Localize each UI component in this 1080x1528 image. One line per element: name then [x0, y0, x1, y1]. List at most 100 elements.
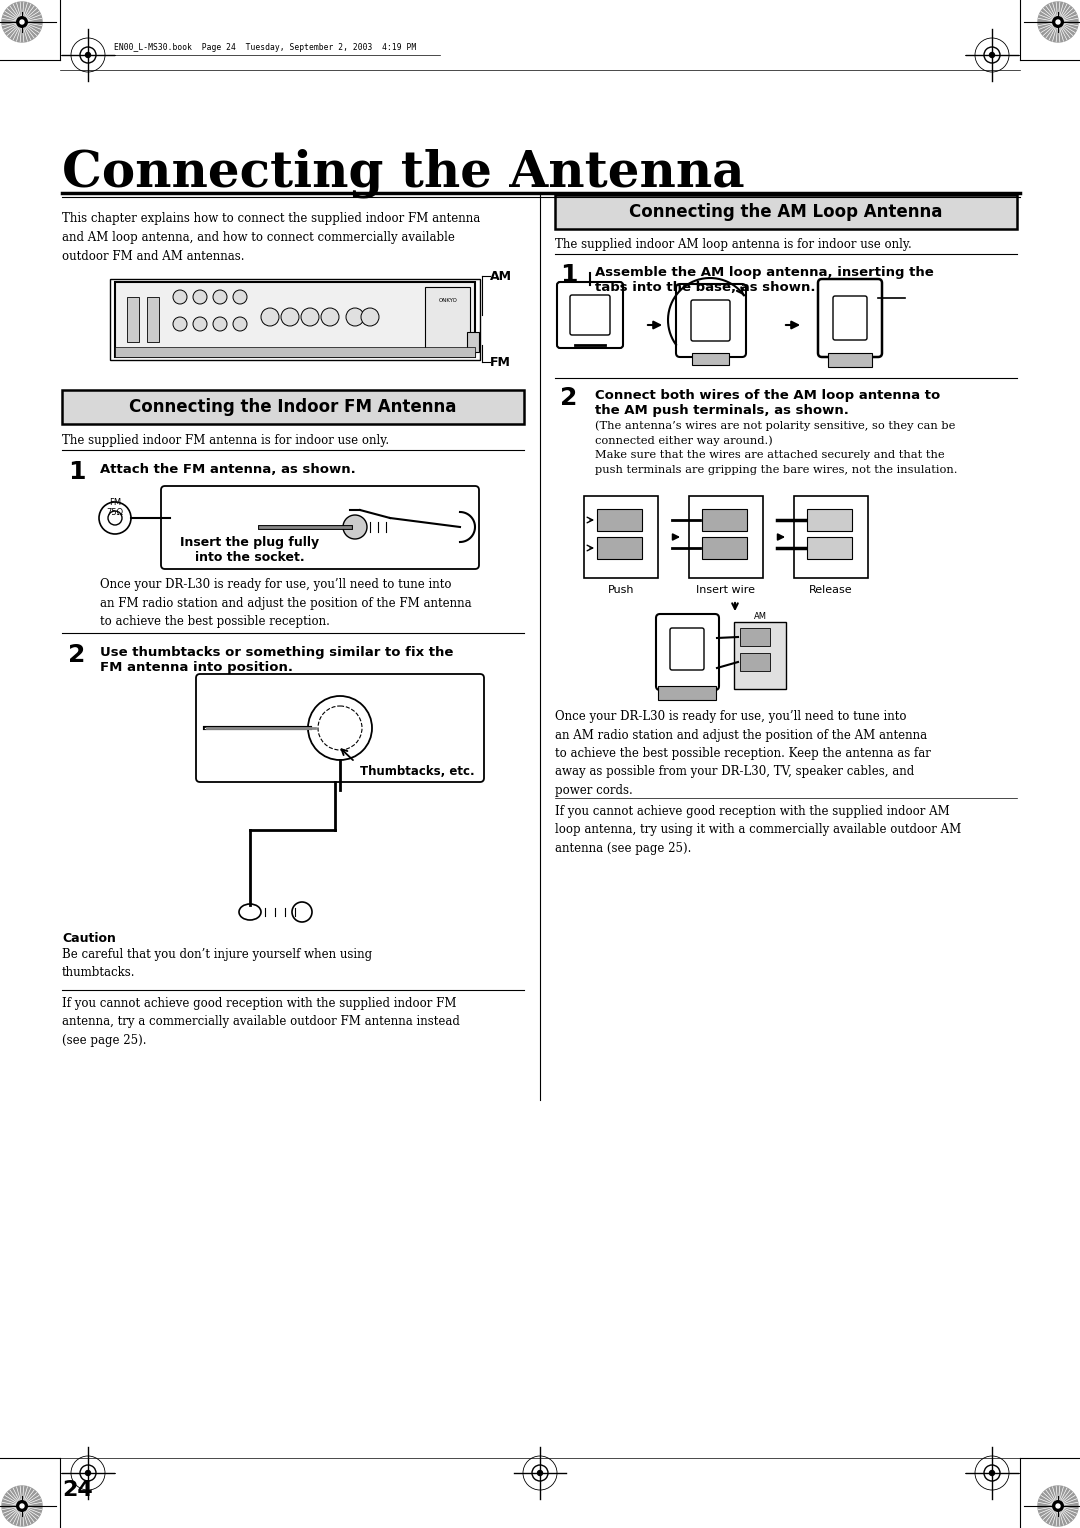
Bar [62, 390, 524, 423]
Circle shape [173, 290, 187, 304]
Text: Use thumbtacks or something similar to fix the
FM antenna into position.: Use thumbtacks or something similar to f… [100, 646, 454, 674]
Circle shape [193, 290, 207, 304]
FancyBboxPatch shape [656, 614, 719, 691]
Circle shape [16, 1500, 28, 1513]
Text: The supplied indoor FM antenna is for indoor use only.: The supplied indoor FM antenna is for in… [62, 434, 389, 448]
Text: 2: 2 [561, 387, 578, 410]
Text: 1: 1 [561, 263, 578, 287]
Circle shape [85, 52, 91, 58]
Circle shape [261, 309, 279, 325]
Bar [702, 509, 747, 532]
Text: Connect both wires of the AM loop antenna to
the AM push terminals, as shown.: Connect both wires of the AM loop antenn… [595, 390, 941, 417]
Text: Be careful that you don’t injure yourself when using
thumbtacks.: Be careful that you don’t injure yoursel… [62, 947, 373, 979]
Text: Release: Release [809, 585, 853, 594]
Text: Connecting the Antenna: Connecting the Antenna [62, 148, 744, 197]
Bar [740, 652, 770, 671]
Circle shape [108, 510, 122, 526]
FancyBboxPatch shape [570, 295, 610, 335]
Bar [426, 287, 470, 351]
Text: 2: 2 [68, 643, 85, 668]
Circle shape [233, 290, 247, 304]
Circle shape [989, 52, 995, 58]
Text: Push: Push [608, 585, 634, 594]
Text: Once your DR-L30 is ready for use, you’ll need to tune into
an AM radio station : Once your DR-L30 is ready for use, you’l… [555, 711, 931, 798]
Circle shape [321, 309, 339, 325]
Ellipse shape [239, 905, 261, 920]
Text: Attach the FM antenna, as shown.: Attach the FM antenna, as shown. [100, 463, 355, 477]
Polygon shape [1038, 1487, 1078, 1526]
Text: FM
75Ω: FM 75Ω [107, 498, 123, 518]
Bar [597, 536, 642, 559]
FancyBboxPatch shape [670, 628, 704, 669]
Text: ONKYO: ONKYO [438, 298, 458, 303]
Polygon shape [1038, 2, 1078, 41]
Circle shape [989, 1470, 995, 1476]
Text: Assemble the AM loop antenna, inserting the
tabs into the base, as shown.: Assemble the AM loop antenna, inserting … [595, 266, 934, 293]
Bar [110, 280, 480, 361]
Bar [467, 332, 480, 351]
Circle shape [173, 316, 187, 332]
Circle shape [233, 316, 247, 332]
Text: Caution: Caution [62, 932, 116, 944]
Bar [114, 283, 475, 358]
Bar [114, 347, 475, 358]
Circle shape [21, 20, 24, 24]
Circle shape [21, 1504, 24, 1508]
Bar [740, 628, 770, 646]
Circle shape [343, 515, 367, 539]
Bar [692, 353, 729, 365]
Circle shape [99, 503, 131, 533]
FancyBboxPatch shape [584, 497, 658, 578]
Text: EN00_L-MS30.book  Page 24  Tuesday, September 2, 2003  4:19 PM: EN00_L-MS30.book Page 24 Tuesday, Septem… [114, 43, 416, 52]
Bar [807, 536, 852, 559]
Circle shape [1052, 1500, 1064, 1513]
Bar [597, 509, 642, 532]
Text: Once your DR-L30 is ready for use, you’ll need to tune into
an FM radio station : Once your DR-L30 is ready for use, you’l… [100, 578, 472, 628]
Circle shape [308, 695, 372, 759]
Circle shape [85, 1470, 91, 1476]
Circle shape [1052, 15, 1064, 28]
Text: FM: FM [490, 356, 511, 368]
FancyBboxPatch shape [794, 497, 868, 578]
Circle shape [301, 309, 319, 325]
FancyBboxPatch shape [691, 299, 730, 341]
Text: This chapter explains how to connect the supplied indoor FM antenna
and AM loop : This chapter explains how to connect the… [62, 212, 481, 263]
FancyBboxPatch shape [676, 284, 746, 358]
Circle shape [213, 316, 227, 332]
Bar [807, 509, 852, 532]
FancyBboxPatch shape [734, 622, 786, 689]
Bar [127, 296, 139, 342]
Bar [658, 686, 716, 700]
Text: Thumbtacks, etc.: Thumbtacks, etc. [360, 766, 474, 778]
Circle shape [1056, 20, 1059, 24]
Text: The supplied indoor AM loop antenna is for indoor use only.: The supplied indoor AM loop antenna is f… [555, 238, 912, 251]
Bar [702, 536, 747, 559]
Circle shape [538, 1470, 542, 1476]
Text: Connecting the Indoor FM Antenna: Connecting the Indoor FM Antenna [130, 397, 457, 416]
Text: (The antenna’s wires are not polarity sensitive, so they can be
connected either: (The antenna’s wires are not polarity se… [595, 420, 958, 475]
Text: Insert wire: Insert wire [697, 585, 756, 594]
FancyBboxPatch shape [195, 674, 484, 782]
Text: Connecting the AM Loop Antenna: Connecting the AM Loop Antenna [630, 203, 943, 222]
FancyBboxPatch shape [818, 280, 882, 358]
Circle shape [1056, 1504, 1059, 1508]
Text: 1: 1 [68, 460, 85, 484]
Polygon shape [2, 1487, 42, 1526]
FancyBboxPatch shape [557, 283, 623, 348]
Bar [147, 296, 159, 342]
Circle shape [193, 316, 207, 332]
Circle shape [292, 902, 312, 921]
Circle shape [346, 309, 364, 325]
Circle shape [361, 309, 379, 325]
Text: If you cannot achieve good reception with the supplied indoor AM
loop antenna, t: If you cannot achieve good reception wit… [555, 805, 961, 856]
Text: AM: AM [490, 269, 512, 283]
Bar [828, 353, 872, 367]
Text: AM: AM [754, 613, 767, 620]
Text: Insert the plug fully
into the socket.: Insert the plug fully into the socket. [180, 536, 320, 564]
Polygon shape [2, 2, 42, 41]
Circle shape [281, 309, 299, 325]
FancyBboxPatch shape [161, 486, 480, 568]
Circle shape [16, 15, 28, 28]
Circle shape [318, 706, 362, 750]
Text: 24: 24 [62, 1481, 93, 1500]
